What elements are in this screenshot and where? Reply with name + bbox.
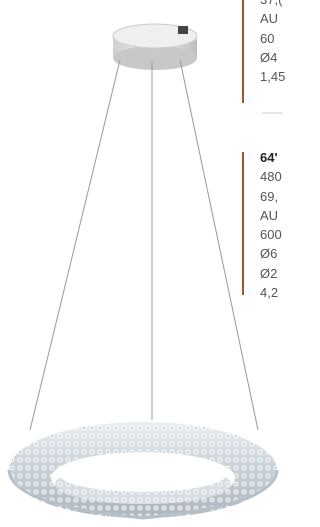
spec-line: 480 <box>260 167 282 186</box>
spec-line: 600 <box>260 225 282 244</box>
spec-line: Ø2 <box>260 264 282 283</box>
spec-line: 37,( <box>260 0 285 9</box>
spec-line: Ø6 <box>260 244 282 263</box>
spec-line: AU <box>260 206 282 225</box>
spec-line: AU <box>260 9 285 28</box>
spec-line: 4,2 <box>260 283 282 302</box>
spec-line: 69, <box>260 187 282 206</box>
spec-title: 64' <box>260 148 282 167</box>
spec-line: Ø4 <box>260 48 285 67</box>
lamp-illustration <box>0 0 283 527</box>
spec-line: 60 <box>260 29 285 48</box>
spec-line: 1,45 <box>260 67 285 86</box>
